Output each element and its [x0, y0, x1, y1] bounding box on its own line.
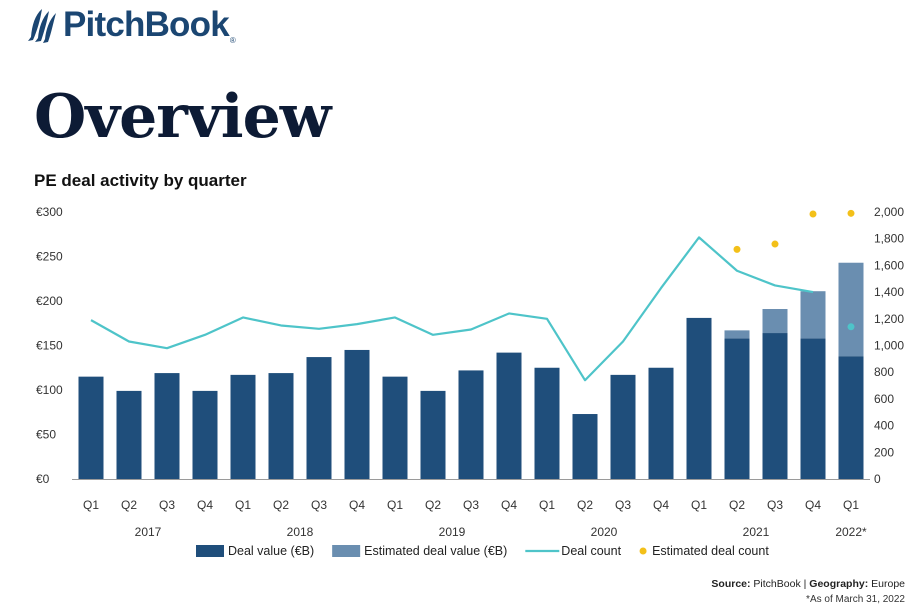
brand-name: PitchBook	[63, 5, 230, 44]
quarter-tick-label: Q3	[159, 498, 175, 512]
deal-value-bar	[648, 367, 674, 479]
y-right-tick-label: 1,600	[874, 258, 904, 272]
registered-mark: ®	[229, 36, 236, 45]
y-right-tick-label: 600	[874, 392, 894, 406]
y-left-tick-label: €300	[36, 205, 63, 219]
quarter-tick-label: Q4	[805, 498, 821, 512]
estimated-deal-count-point	[847, 209, 855, 217]
pitchbook-logo: PitchBook®	[26, 4, 266, 48]
page-title: Overview	[34, 82, 331, 152]
year-tick-label: 2019	[439, 525, 466, 539]
legend-swatch	[196, 545, 224, 557]
footnote: *As of March 31, 2022	[806, 594, 905, 605]
y-right-tick-label: 1,400	[874, 285, 904, 299]
y-right-tick-label: 800	[874, 365, 894, 379]
deal-value-bar	[344, 349, 370, 479]
quarter-tick-label: Q1	[539, 498, 555, 512]
deal-value-bar	[154, 373, 180, 479]
quarter-tick-label: Q2	[729, 498, 745, 512]
quarter-tick-label: Q3	[463, 498, 479, 512]
quarter-tick-label: Q2	[273, 498, 289, 512]
legend-label: Deal value (€B)	[228, 544, 314, 558]
y-right-tick-label: 200	[874, 445, 894, 459]
quarter-tick-label: Q3	[767, 498, 783, 512]
logo-wordmark: PitchBook®	[63, 5, 236, 45]
deal-value-bar	[268, 373, 294, 479]
estimated-deal-count-point	[733, 245, 741, 253]
deal-value-bar	[534, 367, 560, 479]
y-right-tick-label: 1,200	[874, 312, 904, 326]
y-left-tick-label: €100	[36, 383, 63, 397]
legend-swatch	[332, 545, 361, 557]
quarter-tick-label: Q2	[577, 498, 593, 512]
deal-value-bar	[724, 338, 750, 479]
quarter-tick-label: Q4	[197, 498, 213, 512]
deal-value-bar	[800, 338, 826, 479]
year-tick-label: 2021	[743, 525, 770, 539]
deal-value-bar	[78, 376, 104, 479]
quarter-tick-label: Q2	[121, 498, 137, 512]
deal-value-bar	[382, 376, 408, 479]
quarter-tick-label: Q3	[615, 498, 631, 512]
y-right-tick-label: 2,000	[874, 205, 904, 219]
y-right-tick-label: 1,000	[874, 339, 904, 353]
year-tick-label: 2022*	[835, 525, 867, 539]
y-left-tick-label: €150	[36, 339, 63, 353]
y-right-tick-label: 0	[874, 472, 881, 486]
estimated-deal-value-bar	[762, 309, 788, 334]
estimated-deal-count-point	[809, 210, 817, 218]
source-separator: |	[803, 578, 807, 590]
geography-label: Geography:	[809, 578, 869, 590]
deal-value-bar	[762, 333, 788, 479]
estimated-deal-value-bar	[838, 262, 864, 357]
deal-value-bar	[610, 374, 636, 479]
quarter-tick-label: Q1	[387, 498, 403, 512]
quarter-tick-label: Q3	[311, 498, 327, 512]
estimated-deal-value-bar	[724, 330, 750, 339]
estimated-deal-count-point	[771, 240, 779, 248]
deal-value-bar	[572, 414, 598, 479]
quarter-tick-label: Q1	[691, 498, 707, 512]
quarter-tick-label: Q1	[83, 498, 99, 512]
quarter-tick-label: Q1	[843, 498, 859, 512]
deal-count-point	[847, 323, 855, 331]
deal-value-bar	[496, 352, 522, 479]
y-right-tick-label: 400	[874, 419, 894, 433]
estimated-deal-value-bar	[800, 291, 826, 339]
quarter-tick-label: Q4	[653, 498, 669, 512]
deal-value-bar	[420, 390, 446, 479]
year-tick-label: 2018	[287, 525, 314, 539]
y-right-tick-label: 1,800	[874, 232, 904, 246]
quarter-tick-label: Q1	[235, 498, 251, 512]
deal-value-bar	[838, 356, 864, 479]
y-left-tick-label: €250	[36, 250, 63, 264]
chart-title: PE deal activity by quarter	[34, 171, 247, 190]
legend-label: Deal count	[561, 544, 621, 558]
quarter-tick-label: Q2	[425, 498, 441, 512]
legend-swatch	[639, 547, 647, 555]
y-left-tick-label: €0	[36, 472, 50, 486]
sail-icon	[28, 9, 56, 43]
source-label: Source:	[711, 578, 751, 590]
year-tick-label: 2020	[591, 525, 618, 539]
deal-value-bar	[230, 374, 256, 479]
deal-count-line	[90, 236, 814, 382]
deal-activity-chart: €0 €50 €100 €150 €200 €250 €300 0 200 400 600 800 1,…	[36, 205, 904, 558]
y-left-tick-label: €200	[36, 294, 63, 308]
deal-value-bar	[116, 390, 142, 479]
quarter-tick-label: Q4	[501, 498, 517, 512]
deal-value-bar	[458, 370, 484, 479]
deal-value-bar	[192, 390, 218, 479]
legend-label: Estimated deal count	[652, 544, 769, 558]
year-tick-label: 2017	[135, 525, 162, 539]
deal-value-bar	[686, 317, 712, 479]
y-left-tick-label: €50	[36, 428, 56, 442]
deal-value-bar	[306, 357, 332, 479]
geography-value: Europe	[871, 578, 905, 590]
quarter-tick-label: Q4	[349, 498, 365, 512]
legend-label: Estimated deal value (€B)	[364, 544, 507, 558]
source-value: PitchBook	[753, 578, 801, 590]
source-line: Source: PitchBook | Geography: Europe	[711, 578, 905, 590]
